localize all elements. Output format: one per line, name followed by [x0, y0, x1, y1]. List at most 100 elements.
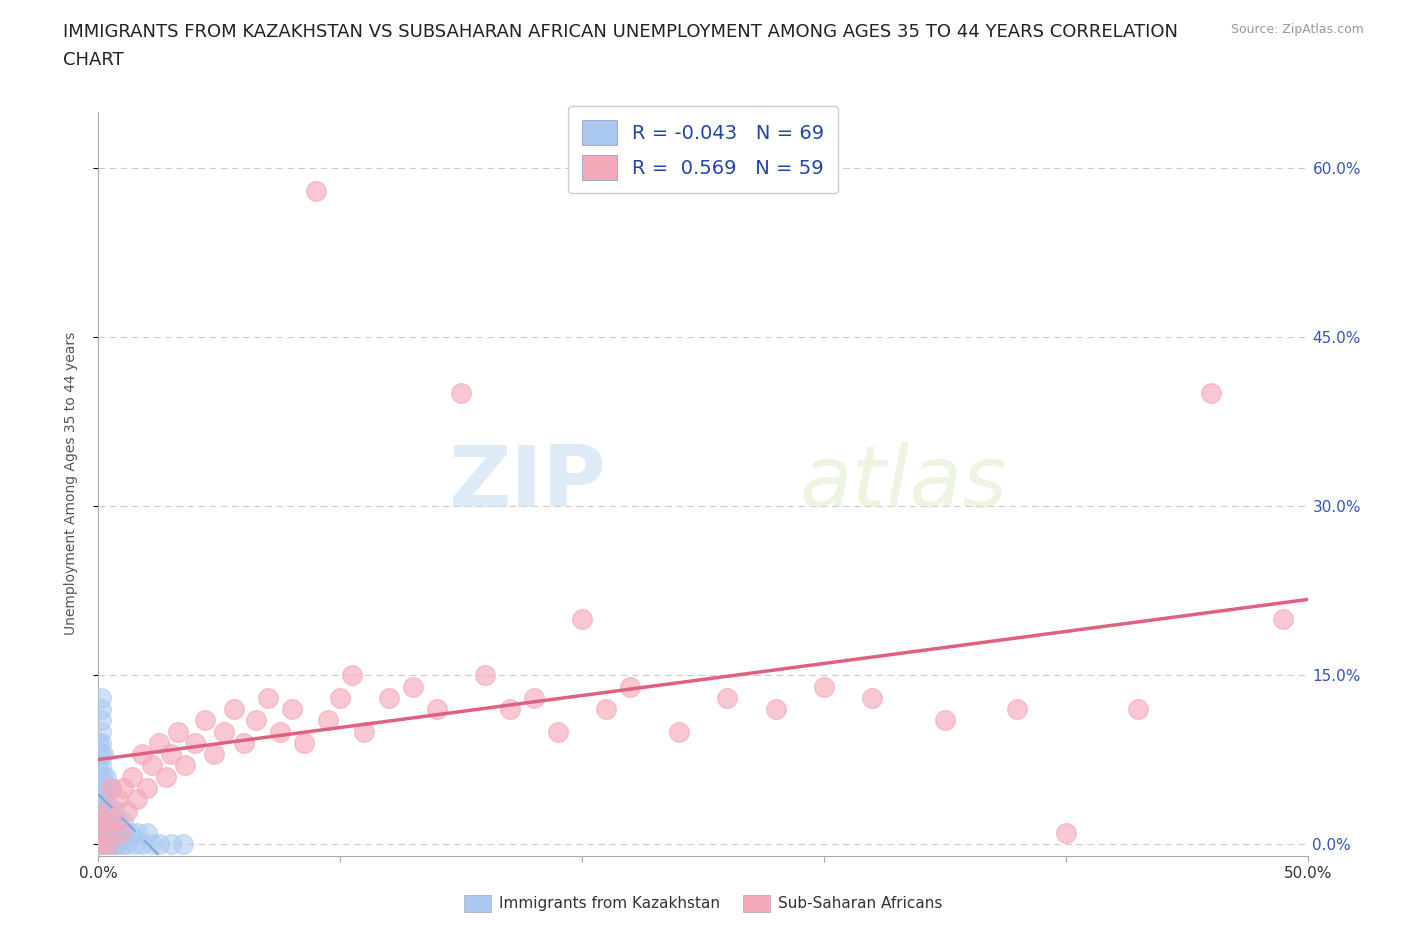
Point — [111, 815, 134, 830]
Text: ZIP: ZIP — [449, 442, 606, 525]
Point — [450, 386, 472, 401]
Point — [204, 747, 226, 762]
Point — [1272, 611, 1295, 626]
Point — [90, 780, 112, 795]
Point — [100, 780, 122, 795]
Point — [104, 837, 127, 852]
Point — [101, 815, 124, 830]
Point — [91, 837, 114, 852]
Point — [111, 780, 134, 795]
Point — [765, 701, 787, 716]
Point — [90, 769, 112, 784]
Point — [316, 713, 339, 728]
Point — [1007, 701, 1029, 716]
Point — [91, 826, 114, 841]
Point — [87, 826, 110, 841]
Point — [87, 791, 110, 806]
Point — [87, 780, 110, 795]
Point — [87, 837, 110, 852]
Point — [100, 826, 122, 841]
Point — [256, 690, 278, 705]
Point — [91, 804, 114, 818]
Text: IMMIGRANTS FROM KAZAKHSTAN VS SUBSAHARAN AFRICAN UNEMPLOYMENT AMONG AGES 35 TO 4: IMMIGRANTS FROM KAZAKHSTAN VS SUBSAHARAN… — [63, 23, 1178, 41]
Point — [281, 701, 304, 716]
Point — [377, 690, 399, 705]
Point — [124, 837, 146, 852]
Point — [100, 804, 122, 818]
Point — [523, 690, 546, 705]
Point — [91, 747, 114, 762]
Point — [91, 815, 114, 830]
Point — [87, 769, 110, 784]
Point — [117, 837, 139, 852]
Point — [100, 837, 122, 852]
Point — [111, 837, 134, 852]
Point — [127, 826, 149, 841]
Point — [135, 826, 157, 841]
Point — [595, 701, 617, 716]
Point — [87, 804, 110, 818]
Point — [100, 780, 122, 795]
Point — [90, 701, 112, 716]
Point — [90, 736, 112, 751]
Point — [90, 713, 112, 728]
Point — [90, 780, 112, 795]
Point — [91, 780, 114, 795]
Point — [97, 837, 120, 852]
Point — [94, 815, 117, 830]
Point — [97, 837, 120, 852]
Point — [91, 791, 114, 806]
Point — [141, 837, 163, 852]
Point — [426, 701, 449, 716]
Point — [148, 736, 170, 751]
Point — [101, 837, 124, 852]
Point — [571, 611, 593, 626]
Point — [184, 736, 207, 751]
Point — [498, 701, 520, 716]
Point — [619, 679, 641, 694]
Text: atlas: atlas — [800, 442, 1008, 525]
Point — [94, 769, 117, 784]
Point — [97, 780, 120, 795]
Point — [212, 724, 235, 739]
Point — [87, 804, 110, 818]
Point — [87, 780, 110, 795]
Point — [148, 837, 170, 852]
Point — [860, 690, 883, 705]
Point — [474, 668, 496, 683]
Point — [94, 791, 117, 806]
Point — [121, 769, 143, 784]
Point — [232, 736, 254, 751]
Point — [292, 736, 315, 751]
Point — [172, 837, 194, 852]
Point — [194, 713, 217, 728]
Text: Source: ZipAtlas.com: Source: ZipAtlas.com — [1230, 23, 1364, 36]
Point — [1128, 701, 1150, 716]
Point — [90, 747, 112, 762]
Point — [91, 815, 114, 830]
Legend: Immigrants from Kazakhstan, Sub-Saharan Africans: Immigrants from Kazakhstan, Sub-Saharan … — [457, 889, 949, 918]
Point — [114, 826, 136, 841]
Text: CHART: CHART — [63, 51, 124, 69]
Point — [90, 815, 112, 830]
Point — [155, 769, 177, 784]
Point — [107, 791, 129, 806]
Point — [160, 837, 183, 852]
Point — [90, 690, 112, 705]
Point — [547, 724, 569, 739]
Point — [97, 826, 120, 841]
Point — [118, 826, 141, 841]
Point — [101, 815, 124, 830]
Point — [90, 724, 112, 739]
Point — [1054, 826, 1077, 841]
Point — [141, 758, 163, 773]
Y-axis label: Unemployment Among Ages 35 to 44 years: Unemployment Among Ages 35 to 44 years — [63, 332, 77, 635]
Point — [90, 804, 112, 818]
Point — [353, 724, 375, 739]
Point — [402, 679, 425, 694]
Point — [329, 690, 352, 705]
Point — [87, 826, 110, 841]
Point — [108, 826, 131, 841]
Point — [94, 804, 117, 818]
Point — [305, 183, 328, 198]
